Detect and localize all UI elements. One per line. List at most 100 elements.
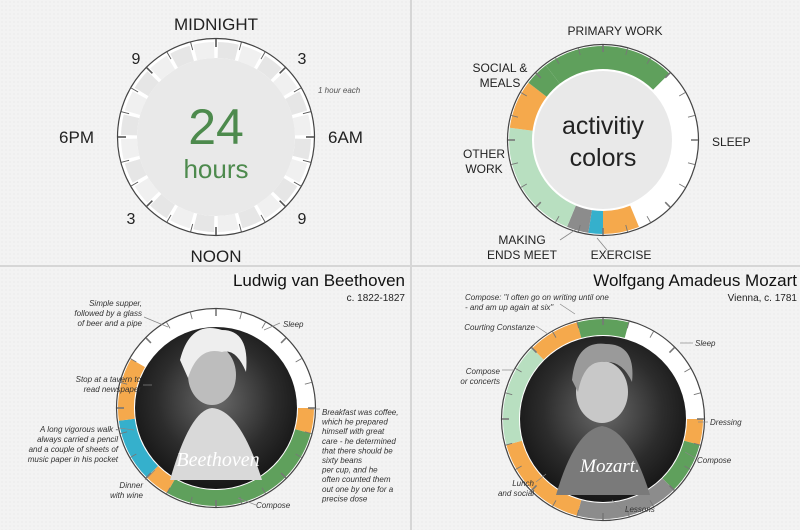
clock-hour-block bbox=[134, 177, 159, 203]
mozart-tick bbox=[684, 368, 691, 373]
clock-center-number: 24 bbox=[188, 99, 244, 155]
clock-legend-panel: 24 hours MIDNIGHT NOON 6PM 6AM 9 3 3 9 1… bbox=[59, 15, 363, 266]
beethoven-ticks bbox=[117, 309, 315, 507]
activity-tick bbox=[520, 92, 528, 97]
beethoven-annotation-breakfast: sixty beans bbox=[322, 456, 362, 465]
clock-hour-block bbox=[134, 71, 159, 97]
mozart-tick bbox=[649, 331, 654, 338]
clock-ticks bbox=[118, 39, 314, 235]
mozart-annotation-lunch: and social bbox=[498, 489, 534, 498]
activity-tick bbox=[687, 162, 695, 166]
clock-hour-block bbox=[285, 159, 308, 183]
clock-hour-block bbox=[292, 138, 311, 160]
activity-segment-primary-work bbox=[528, 65, 560, 97]
label-social-line1: SOCIAL & bbox=[473, 61, 528, 75]
mozart-segment-primary-work bbox=[577, 319, 629, 338]
label-making-line2: ENDS MEET bbox=[487, 248, 558, 262]
clock-hour-block bbox=[121, 114, 140, 136]
beethoven-annotation-breakfast: that there should be bbox=[322, 446, 393, 455]
beethoven-annotation-breakfast: out one by one for a bbox=[322, 485, 394, 494]
beethoven-leader-line bbox=[263, 322, 281, 331]
clock-tick bbox=[130, 181, 139, 187]
leader-making bbox=[559, 227, 579, 241]
activity-tick bbox=[646, 57, 651, 65]
clock-hour-block bbox=[193, 213, 215, 232]
clock-tick bbox=[302, 159, 311, 163]
activity-segment-social-meals bbox=[603, 205, 639, 234]
clock-hour-block bbox=[150, 194, 176, 219]
beethoven-annotation-breakfast: precise dose bbox=[321, 494, 368, 503]
beethoven-tick bbox=[145, 337, 152, 344]
clock-note: 1 hour each bbox=[318, 86, 361, 95]
beethoven-tick bbox=[130, 453, 137, 458]
beethoven-segment-exercise bbox=[118, 418, 159, 478]
mozart-tick bbox=[505, 442, 513, 446]
beethoven-annotation-breakfast: which he prepared bbox=[322, 418, 388, 427]
mozart-tick bbox=[693, 442, 701, 446]
clock-tick bbox=[238, 223, 242, 232]
mozart-tick bbox=[515, 465, 522, 470]
activity-tick bbox=[535, 201, 542, 208]
beethoven-tick bbox=[166, 322, 171, 329]
clock-tick bbox=[302, 111, 311, 115]
mozart-tick bbox=[505, 392, 513, 396]
clock-hour-block bbox=[150, 55, 176, 80]
beethoven-annotation-breakfast: often counted them bbox=[322, 475, 391, 484]
beethoven-tick bbox=[295, 453, 302, 458]
activity-segment-making-ends-meet bbox=[567, 205, 592, 233]
mozart-annotation-courting: Courting Constanze bbox=[464, 323, 535, 332]
beethoven-annotation-tavern: read newspaper bbox=[84, 385, 142, 394]
beethoven-tick bbox=[304, 381, 312, 385]
mozart-segment-social-meals bbox=[506, 440, 582, 516]
label-other-line1: OTHER bbox=[463, 147, 505, 161]
beethoven-annotation-breakfast: Breakfast was coffee, bbox=[322, 408, 398, 417]
clock-tick bbox=[130, 87, 139, 93]
beethoven-tick bbox=[130, 358, 137, 363]
clock-tick bbox=[260, 214, 266, 223]
mozart-subtitle: Vienna, c. 1781 bbox=[728, 293, 798, 304]
clock-hour-block bbox=[273, 177, 298, 203]
beethoven-tick bbox=[166, 487, 171, 494]
activity-tick bbox=[577, 48, 581, 56]
clock-hour-block bbox=[121, 138, 140, 160]
beethoven-portrait-hair bbox=[180, 328, 247, 378]
clock-hour-block bbox=[193, 42, 215, 61]
clock-label-bottom: NOON bbox=[191, 247, 242, 266]
clock-tick bbox=[190, 42, 194, 51]
mozart-tick bbox=[693, 392, 701, 396]
activity-center-line1: activitiy bbox=[562, 112, 644, 140]
beethoven-tick bbox=[189, 312, 193, 320]
beethoven-tick bbox=[261, 322, 266, 329]
clock-tick bbox=[121, 159, 130, 163]
clock-hour-block bbox=[238, 206, 262, 229]
activity-tick bbox=[664, 201, 671, 208]
activity-segment-social-meals bbox=[509, 82, 547, 131]
activity-tick bbox=[555, 215, 560, 223]
activity-tick bbox=[520, 183, 528, 188]
mozart-annotation-concerts: Compose bbox=[466, 367, 501, 376]
beethoven-annotation-dinner: with wine bbox=[110, 491, 143, 500]
mozart-annotations: Compose: "I often go on writing until on… bbox=[460, 293, 742, 514]
beethoven-annotation-supper: followed by a glass bbox=[74, 309, 142, 318]
beethoven-segment-primary-work bbox=[167, 429, 311, 506]
clock-label-bottom-right: 9 bbox=[298, 211, 307, 228]
mozart-leader-line bbox=[611, 499, 623, 510]
clock-hour-block bbox=[217, 213, 239, 232]
beethoven-title: Ludwig van Beethoven bbox=[233, 271, 405, 290]
beethoven-annotation-walk: and a couple of sheets of bbox=[29, 445, 119, 454]
clock-tick bbox=[166, 51, 172, 60]
mozart-portrait-coat bbox=[556, 426, 650, 495]
beethoven-portrait-collar bbox=[170, 408, 262, 480]
mozart-tick bbox=[515, 368, 522, 373]
label-social-line2: MEALS bbox=[480, 76, 521, 90]
beethoven-annotation-breakfast: care - he determined bbox=[322, 437, 396, 446]
clock-tick bbox=[279, 200, 286, 207]
beethoven-tick bbox=[145, 472, 152, 479]
beethoven-tick bbox=[304, 431, 312, 435]
activity-legend-panel: activitiy colors PRIMARY WORK SOCIAL & M… bbox=[463, 24, 751, 262]
beethoven-leader-line bbox=[118, 427, 135, 431]
beethoven-tick bbox=[189, 496, 193, 504]
clock-hour-block bbox=[238, 45, 262, 68]
mozart-leader-line bbox=[535, 325, 549, 335]
